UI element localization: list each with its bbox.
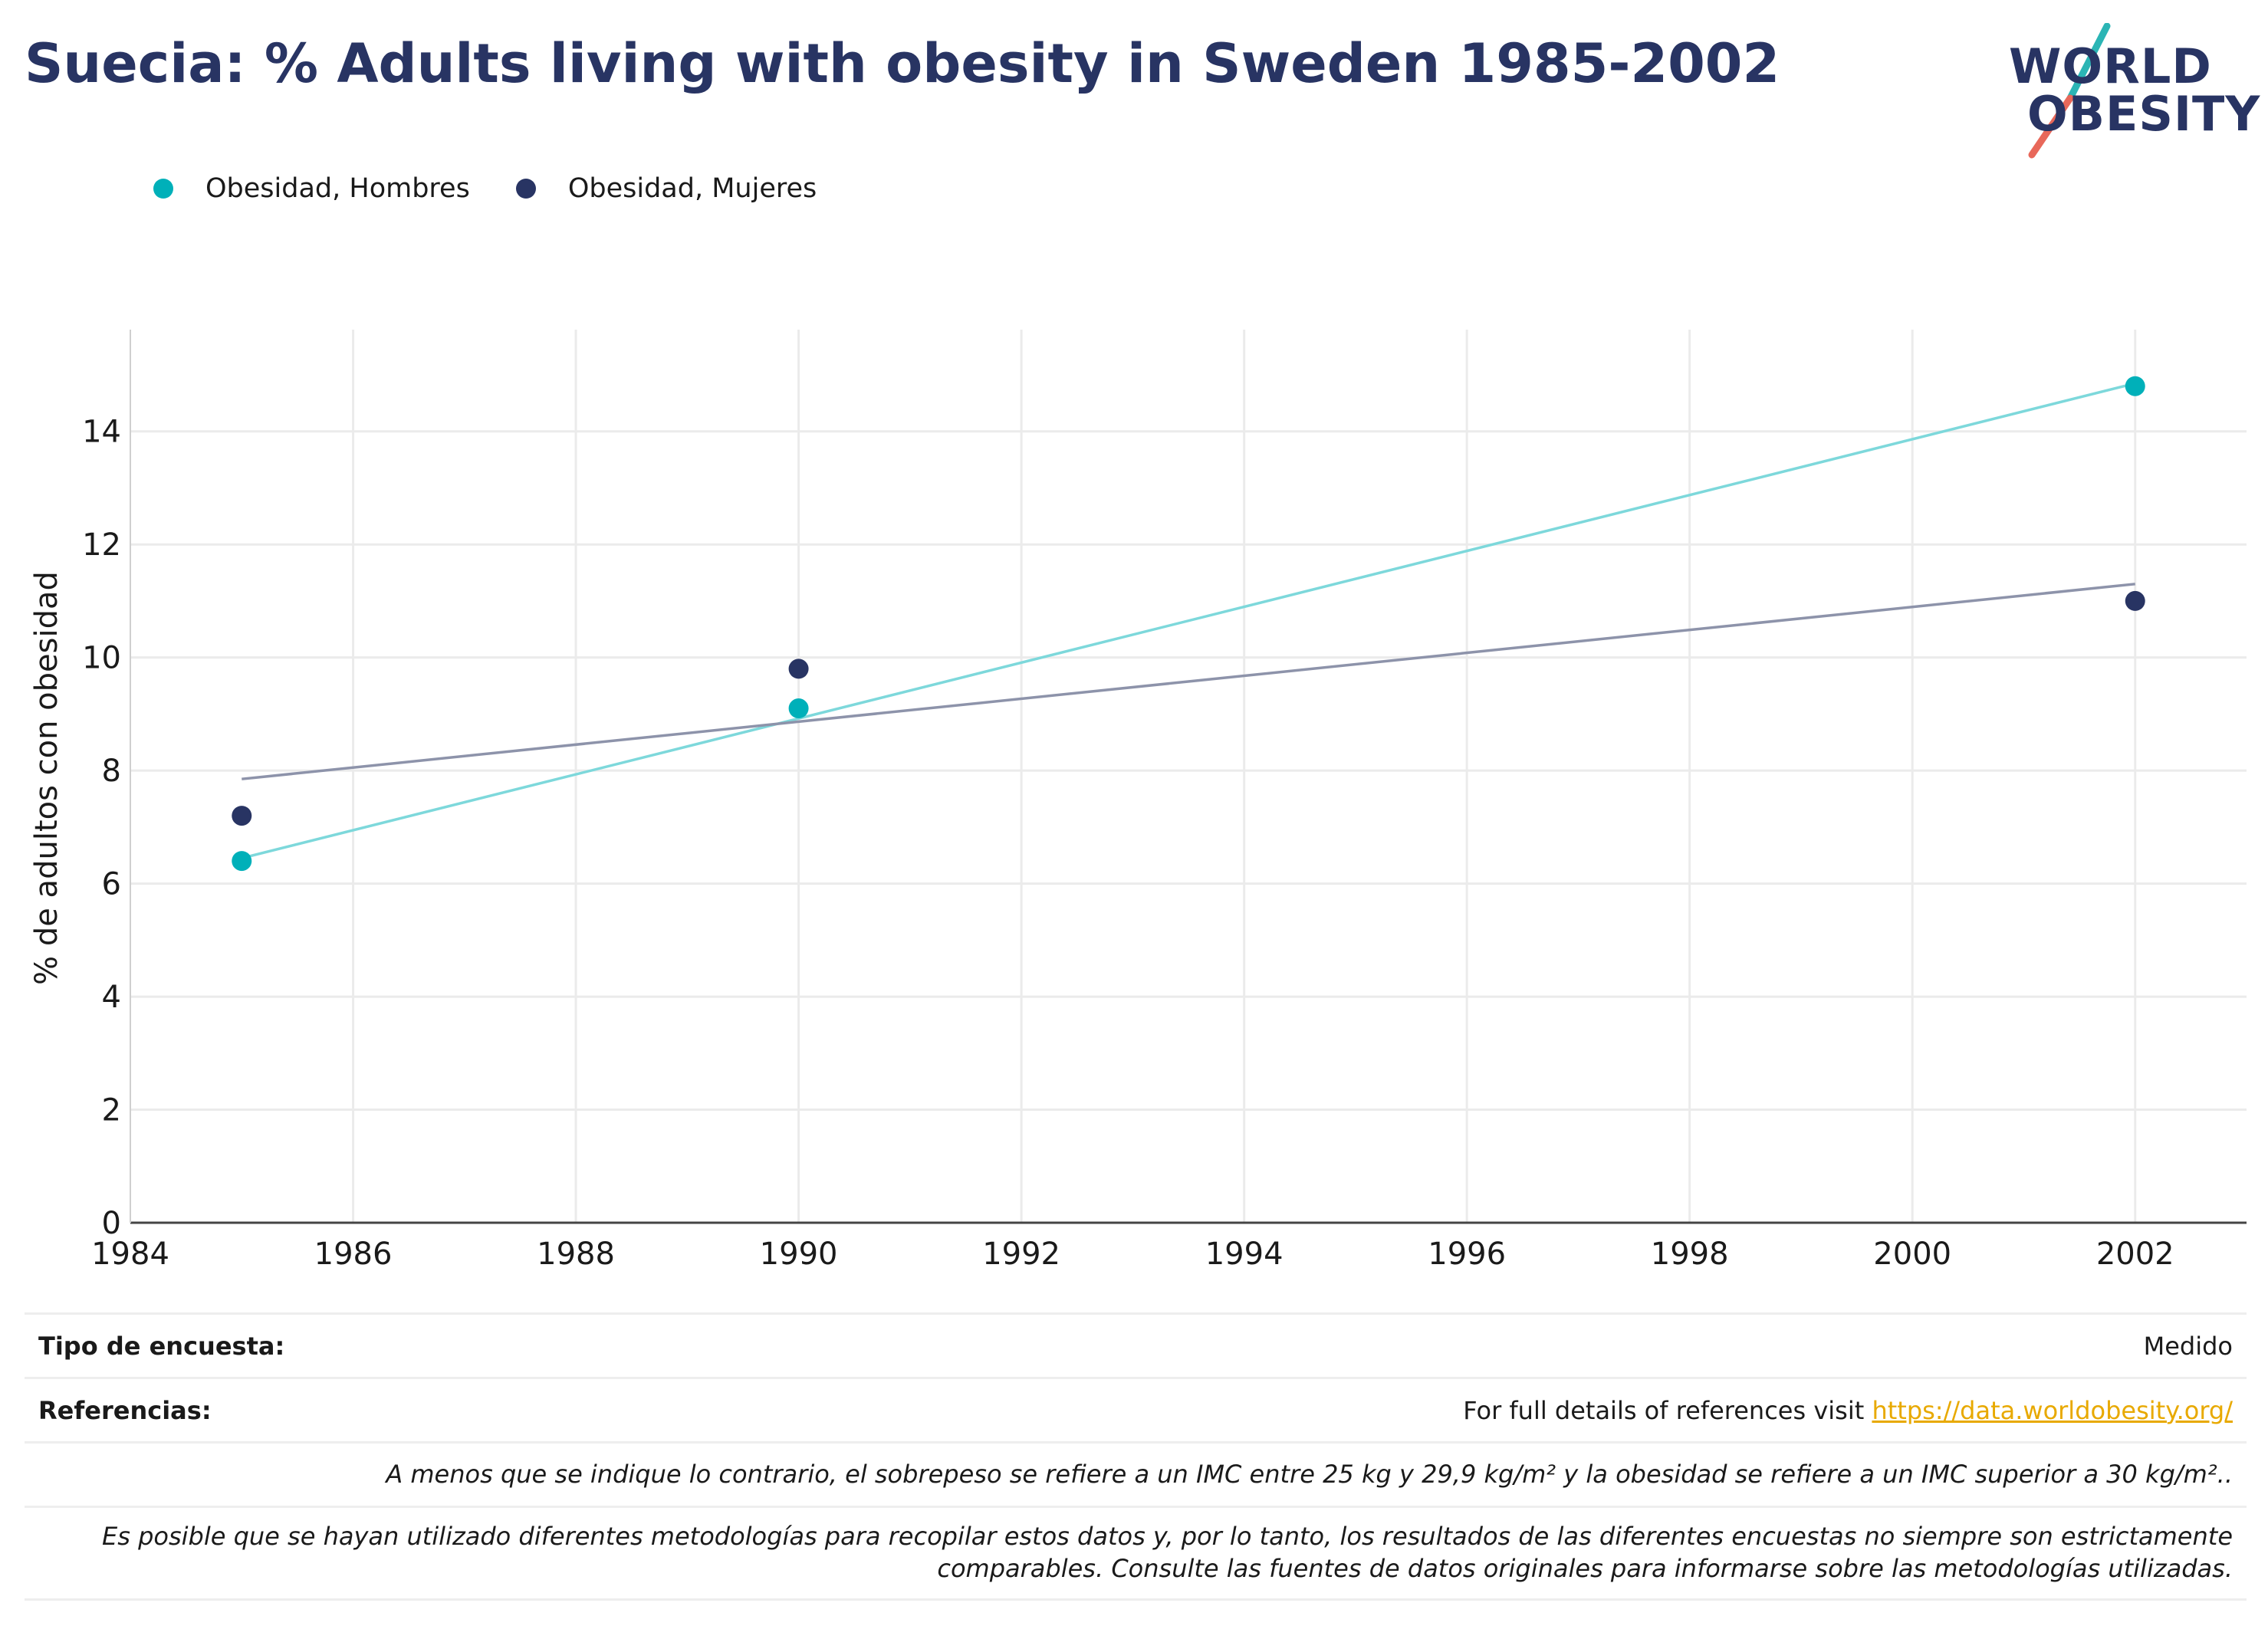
x-tick-label-2002: 2002 bbox=[2096, 1237, 2174, 1272]
chart-footer: Tipo de encuesta: Medido Referencias: Fo… bbox=[25, 1312, 2247, 1601]
y-tick-label-12: 12 bbox=[82, 527, 121, 563]
footer-note-methodology: Es posible que se hayan utilizado difere… bbox=[25, 1506, 2247, 1601]
data-point-obesidad-mujeres-1990 bbox=[788, 659, 809, 679]
x-tick-label-1992: 1992 bbox=[982, 1237, 1060, 1272]
data-point-obesidad-hombres-2002 bbox=[2125, 376, 2145, 396]
y-axis-label: % de adultos con obesidad bbox=[29, 571, 64, 985]
references-text-wrap: For full details of references visit htt… bbox=[1463, 1396, 2233, 1425]
y-tick-label-0: 0 bbox=[102, 1206, 121, 1241]
x-tick-label-1984: 1984 bbox=[91, 1237, 169, 1272]
data-point-obesidad-hombres-1985 bbox=[232, 851, 252, 872]
methodology-note: Es posible que se hayan utilizado difere… bbox=[102, 1522, 2233, 1583]
x-tick-label-2000: 2000 bbox=[1873, 1237, 1951, 1272]
logo-word-world: WORLD bbox=[2009, 38, 2212, 94]
legend-label-hombres: Obesidad, Hombres bbox=[205, 173, 470, 204]
x-tick-label-1996: 1996 bbox=[1428, 1237, 1506, 1272]
data-points bbox=[232, 376, 2145, 872]
survey-type-value: Medido bbox=[2143, 1331, 2233, 1361]
survey-type-label: Tipo de encuesta: bbox=[38, 1331, 285, 1361]
x-tick-label-1990: 1990 bbox=[760, 1237, 838, 1272]
y-tick-label-4: 4 bbox=[102, 980, 121, 1015]
x-tick-label-1988: 1988 bbox=[537, 1237, 615, 1272]
logo-word-obesity: OBESITY bbox=[2027, 86, 2261, 142]
data-point-obesidad-mujeres-1985 bbox=[232, 806, 252, 826]
world-obesity-logo: WORLD OBESITY bbox=[1994, 23, 2260, 161]
y-tick-label-10: 10 bbox=[82, 641, 121, 676]
scatter-chart: 1984 1986 1988 1990 1992 1994 1996 1998 2000 2002… bbox=[29, 330, 2247, 1272]
legend-marker-hombres bbox=[153, 179, 173, 199]
trend-line-obesidad-hombres bbox=[241, 382, 2136, 860]
footer-survey-row: Tipo de encuesta: Medido bbox=[25, 1312, 2247, 1377]
legend-marker-mujeres bbox=[515, 179, 536, 199]
bmi-definition-note: A menos que se indique lo contrario, el … bbox=[386, 1459, 2233, 1489]
footer-note-bmi: A menos que se indique lo contrario, el … bbox=[25, 1441, 2247, 1506]
trend-line-obesidad-mujeres bbox=[242, 583, 2135, 780]
data-point-obesidad-hombres-1990 bbox=[788, 698, 809, 719]
y-tick-label-2: 2 bbox=[102, 1093, 121, 1128]
grid-lines bbox=[130, 330, 2247, 1223]
legend-label-mujeres: Obesidad, Mujeres bbox=[567, 173, 817, 204]
references-label: Referencias: bbox=[38, 1395, 212, 1425]
trend-lines bbox=[241, 382, 2136, 860]
x-tick-label-1986: 1986 bbox=[314, 1237, 393, 1272]
axes: 1984 1986 1988 1990 1992 1994 1996 1998 2000 2002… bbox=[82, 330, 2247, 1272]
legend-item-hombres[interactable]: Obesidad, Hombres bbox=[153, 173, 470, 204]
y-tick-label-8: 8 bbox=[102, 754, 121, 789]
references-text: For full details of references visit bbox=[1463, 1395, 1872, 1425]
y-tick-label-14: 14 bbox=[82, 415, 121, 450]
x-tick-label-1994: 1994 bbox=[1205, 1237, 1284, 1272]
y-tick-label-6: 6 bbox=[102, 867, 121, 902]
logo-slash-icon bbox=[2028, 23, 2111, 159]
data-point-obesidad-mujeres-2002 bbox=[2125, 590, 2145, 611]
legend-item-mujeres[interactable]: Obesidad, Mujeres bbox=[515, 173, 817, 204]
references-link[interactable]: https://data.worldobesity.org/ bbox=[1872, 1395, 2233, 1425]
x-tick-label-1998: 1998 bbox=[1651, 1237, 1729, 1272]
page-title: Suecia: % Adults living with obesity in … bbox=[25, 32, 1780, 95]
chart-legend: Obesidad, Hombres Obesidad, Mujeres bbox=[153, 173, 863, 204]
footer-references-row: Referencias: For full details of referen… bbox=[25, 1377, 2247, 1441]
